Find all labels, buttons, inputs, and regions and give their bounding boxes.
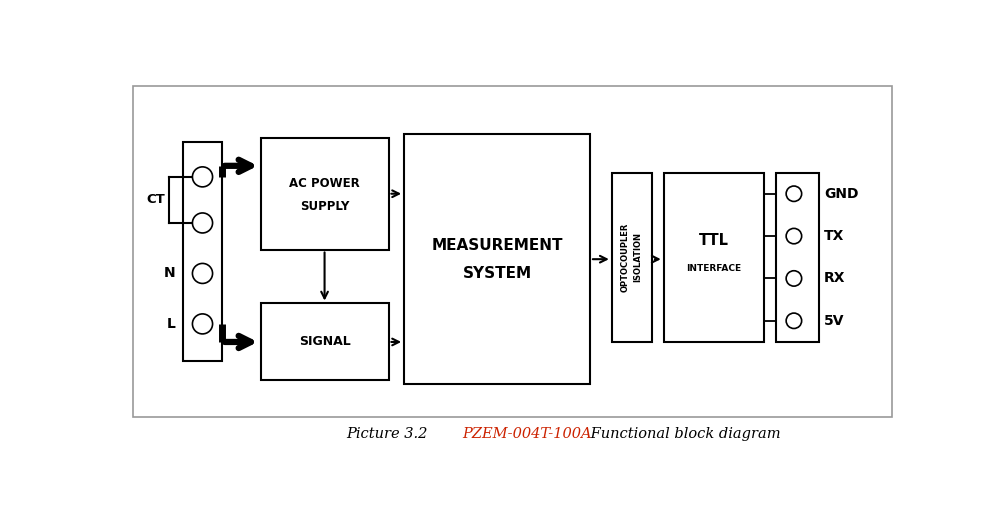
Circle shape [786, 186, 802, 201]
Circle shape [786, 313, 802, 328]
Bar [664, 173, 764, 342]
Text: PZEM-004T-100A: PZEM-004T-100A [462, 427, 592, 442]
Bar [261, 303, 388, 380]
Text: AC POWER: AC POWER [289, 177, 360, 190]
Bar [404, 134, 590, 384]
Text: CT: CT [147, 193, 165, 207]
Text: Picture 3.2: Picture 3.2 [346, 427, 427, 442]
Text: OPTOCOUPLER
ISOLATION: OPTOCOUPLER ISOLATION [621, 223, 643, 292]
Text: TTL: TTL [699, 233, 729, 248]
Text: INTERFACE: INTERFACE [686, 264, 742, 273]
Text: Functional block diagram: Functional block diagram [586, 427, 781, 442]
Text: GND: GND [824, 187, 859, 201]
Text: MEASUREMENT: MEASUREMENT [431, 238, 563, 253]
Bar [612, 173, 652, 342]
Text: N: N [164, 266, 175, 281]
Circle shape [192, 213, 213, 233]
Circle shape [786, 228, 802, 244]
Text: 5V: 5V [824, 314, 845, 328]
Circle shape [192, 263, 213, 283]
Bar [261, 138, 388, 250]
Circle shape [192, 167, 213, 187]
Circle shape [786, 271, 802, 286]
Text: L: L [166, 317, 175, 331]
Bar [133, 86, 892, 417]
Text: SUPPLY: SUPPLY [300, 200, 349, 213]
Circle shape [192, 314, 213, 334]
Bar [776, 173, 819, 342]
Bar [183, 142, 222, 361]
Text: RX: RX [824, 271, 846, 285]
Text: SYSTEM: SYSTEM [462, 266, 532, 281]
Text: TX: TX [824, 229, 844, 243]
Text: SIGNAL: SIGNAL [299, 336, 350, 348]
